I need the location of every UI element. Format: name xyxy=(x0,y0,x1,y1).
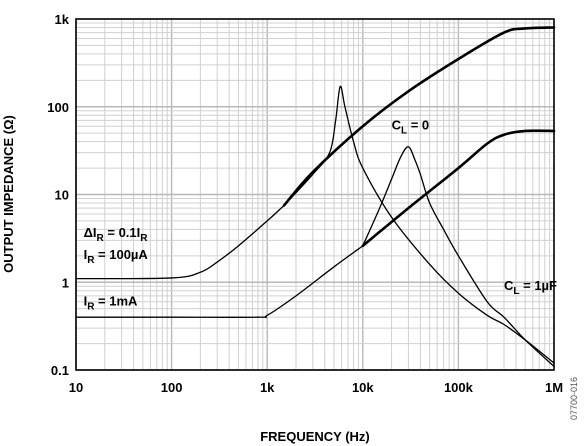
series-line-2 xyxy=(283,85,555,364)
annotation-ir100: IR = 100µA xyxy=(84,247,149,266)
x-tick-label: 1M xyxy=(545,380,563,395)
curves xyxy=(75,26,556,368)
series-line-3 xyxy=(75,245,364,319)
annotations: CL = 0 CL = 1µF ΔIR = 0.1IR IR = 100µA IR = … xyxy=(84,118,557,313)
y-tick-label: 1k xyxy=(55,12,70,27)
annotation-cl1: CL = 1µF xyxy=(504,278,557,297)
series-line-4 xyxy=(361,129,556,248)
annotation-ir1m: IR = 1mA xyxy=(84,294,138,313)
x-tick-label: 100 xyxy=(161,380,183,395)
y-tick-label: 1 xyxy=(62,275,69,290)
x-tick-label: 100k xyxy=(444,380,474,395)
grid xyxy=(75,19,554,371)
x-axis-title: FREQUENCY (Hz) xyxy=(260,429,370,444)
series-line-1 xyxy=(282,26,556,207)
series-line-0 xyxy=(75,204,285,280)
y-axis-title: OUTPUT IMPEDANCE (Ω) xyxy=(1,115,16,273)
annotation-cl0: CL = 0 xyxy=(392,118,430,137)
figure-id: 07700-016 xyxy=(569,377,579,420)
tick-labels: 10 100 1k 10k 100k 1M 0.1 1 10 100 1k xyxy=(47,12,563,395)
x-tick-label: 1k xyxy=(260,380,275,395)
y-tick-label: 100 xyxy=(47,100,69,115)
x-tick-label: 10 xyxy=(69,380,83,395)
plot-frame xyxy=(75,18,555,371)
x-tick-label: 10k xyxy=(352,380,374,395)
y-tick-label: 10 xyxy=(55,188,69,203)
annotation-delta_ir: ΔIR = 0.1IR xyxy=(84,225,149,244)
y-tick-label: 0.1 xyxy=(51,363,69,378)
series-line-5 xyxy=(362,146,555,368)
